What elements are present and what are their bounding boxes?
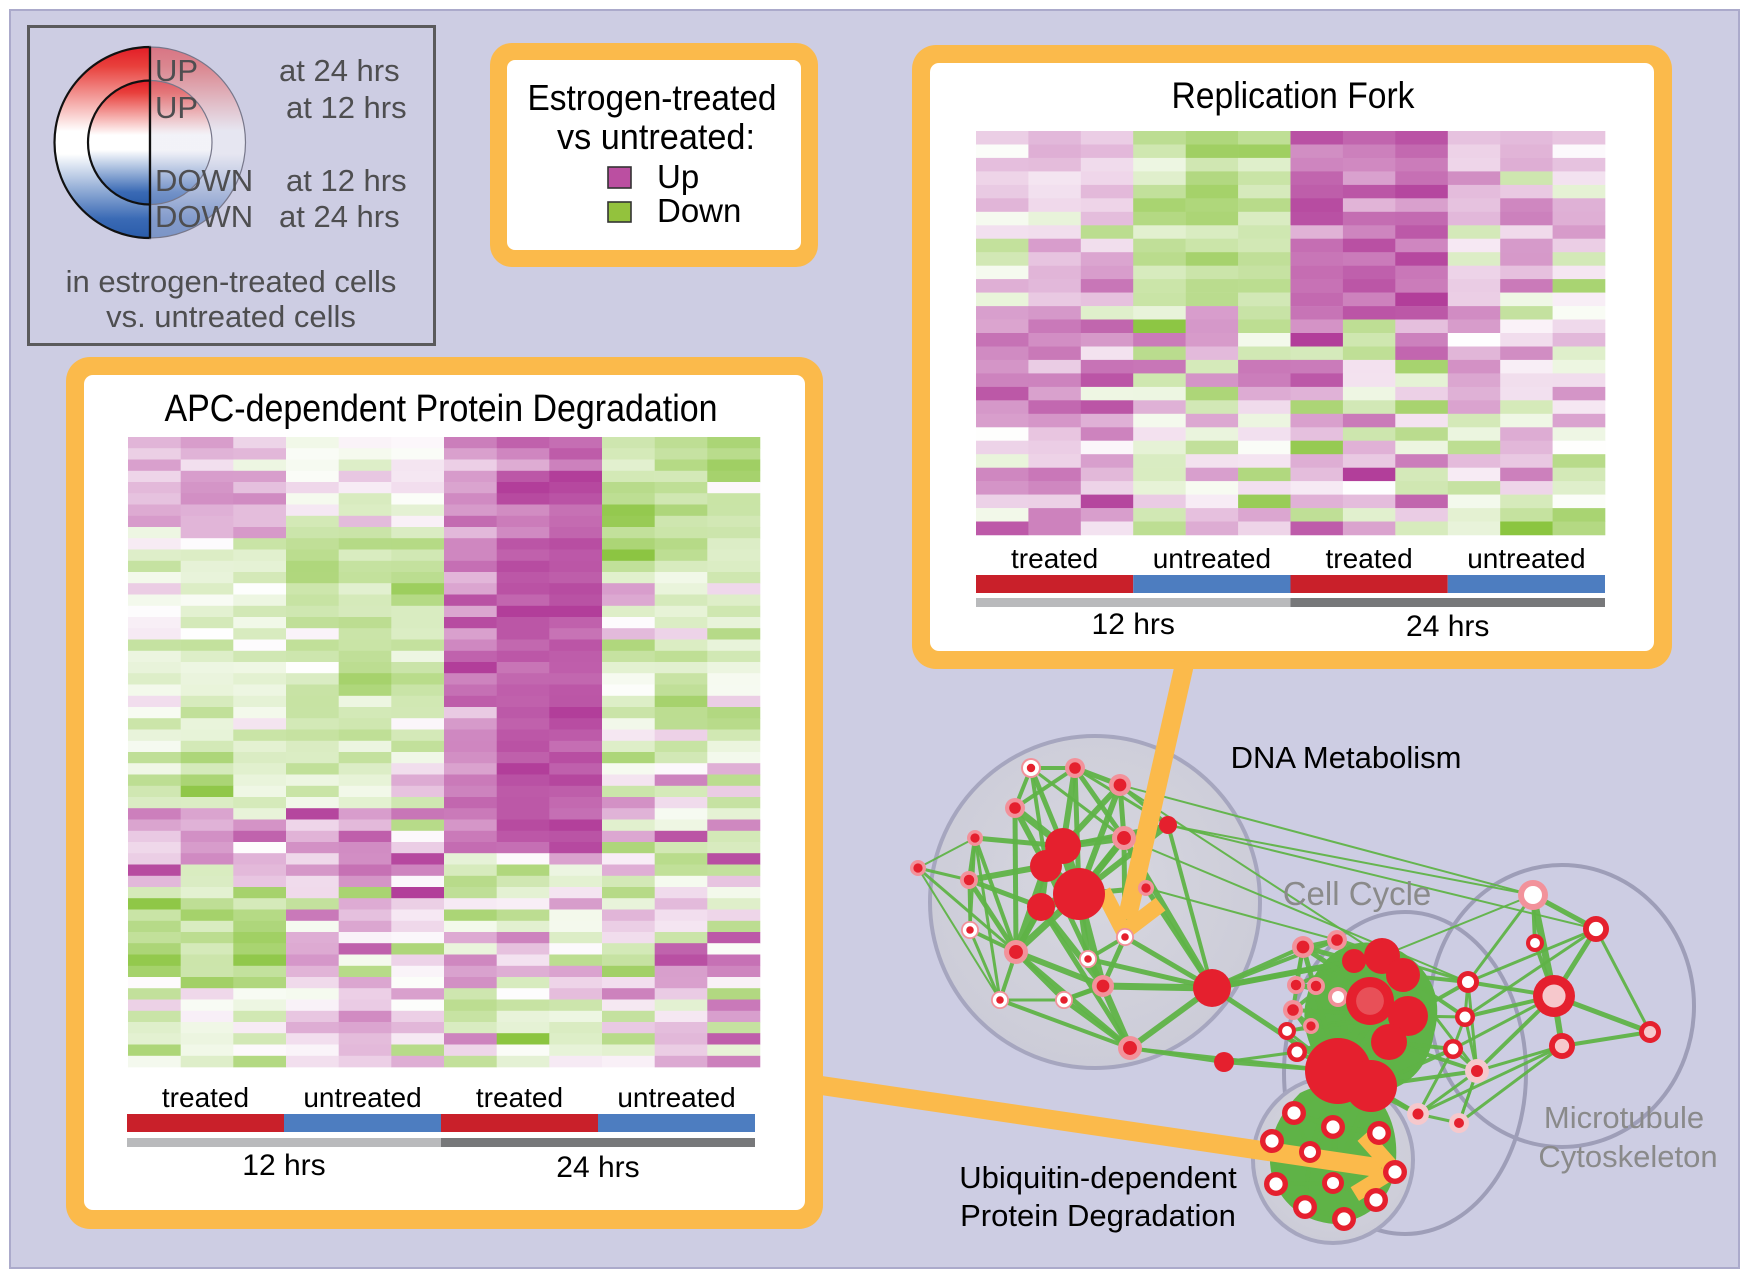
svg-text:untreated: untreated [1153,543,1271,574]
svg-text:Replication Fork: Replication Fork [1172,75,1415,116]
svg-text:untreated: untreated [617,1082,735,1113]
svg-text:at 12 hrs: at 12 hrs [286,90,407,125]
svg-text:treated: treated [1011,543,1098,574]
svg-text:vs. untreated cells: vs. untreated cells [106,299,356,334]
svg-text:UP: UP [155,90,198,125]
svg-text:treated: treated [1326,543,1413,574]
svg-text:at 12 hrs: at 12 hrs [286,163,407,198]
svg-text:DNA Metabolism: DNA Metabolism [1231,740,1462,775]
svg-text:DOWN: DOWN [155,199,253,234]
svg-text:untreated: untreated [303,1082,421,1113]
svg-text:DOWN: DOWN [155,163,253,198]
svg-text:Microtubule: Microtubule [1544,1100,1704,1135]
svg-text:treated: treated [162,1082,249,1113]
svg-text:Cell Cycle: Cell Cycle [1283,875,1432,912]
svg-text:Protein Degradation: Protein Degradation [960,1198,1236,1233]
svg-text:12 hrs: 12 hrs [1092,608,1175,641]
svg-text:APC-dependent Protein Degradat: APC-dependent Protein Degradation [165,388,718,430]
svg-text:Up: Up [657,158,699,195]
svg-text:24 hrs: 24 hrs [1406,610,1489,643]
svg-text:in estrogen-treated cells: in estrogen-treated cells [66,264,397,299]
svg-text:untreated: untreated [1467,543,1585,574]
svg-text:Estrogen-treated: Estrogen-treated [528,77,777,118]
svg-text:24 hrs: 24 hrs [556,1151,639,1184]
svg-text:Ubiquitin-dependent: Ubiquitin-dependent [959,1160,1237,1195]
svg-text:vs untreated:: vs untreated: [557,116,755,157]
svg-text:at 24 hrs: at 24 hrs [279,199,400,234]
svg-text:at 24 hrs: at 24 hrs [279,53,400,88]
svg-text:Cytoskeleton: Cytoskeleton [1538,1139,1717,1174]
svg-text:Down: Down [657,192,741,229]
svg-text:12 hrs: 12 hrs [242,1149,325,1182]
svg-text:treated: treated [476,1082,563,1113]
svg-text:UP: UP [155,53,198,88]
